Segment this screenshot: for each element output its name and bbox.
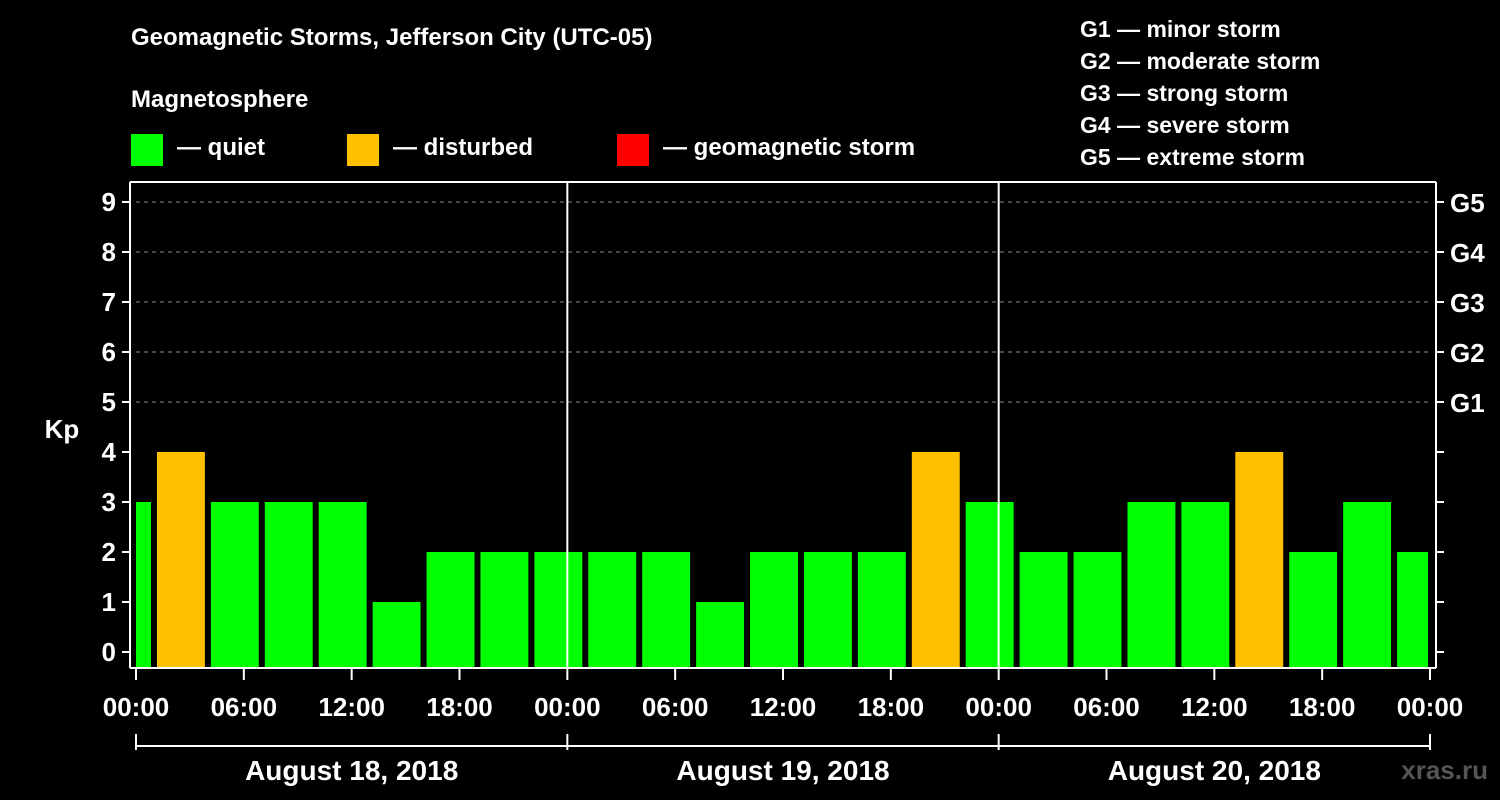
x-tick-label: 18:00 [1289, 692, 1356, 722]
kp-bar [642, 552, 691, 668]
y-tick-label: 5 [102, 387, 116, 417]
x-tick-label: 00:00 [534, 692, 601, 722]
y-tick-label: 2 [102, 537, 116, 567]
kp-bar [911, 452, 960, 668]
y-tick-label: 8 [102, 237, 116, 267]
y-tick-label: 4 [102, 437, 117, 467]
g-scale-label: G1 [1450, 388, 1485, 418]
y-tick-label: 1 [102, 587, 116, 617]
x-tick-label: 00:00 [1397, 692, 1464, 722]
kp-bar [857, 552, 906, 668]
kp-bar [1289, 552, 1338, 668]
y-axis-label: Kp [45, 414, 80, 444]
storm-scale-g2: G2 — moderate storm [1080, 48, 1321, 74]
x-tick-label: 06:00 [1073, 692, 1140, 722]
kp-bar [1073, 552, 1122, 668]
g-scale-label: G2 [1450, 338, 1485, 368]
x-tick-label: 00:00 [103, 692, 170, 722]
x-tick-label: 06:00 [211, 692, 278, 722]
x-tick-label: 18:00 [858, 692, 925, 722]
chart-title: Geomagnetic Storms, Jefferson City (UTC-… [131, 24, 653, 51]
legend-label-quiet: — quiet [177, 134, 265, 161]
kp-bar [750, 552, 798, 668]
day-label: August 19, 2018 [676, 755, 889, 786]
kp-bar [534, 552, 583, 668]
g-scale-label: G4 [1450, 238, 1485, 268]
kp-bar [156, 452, 205, 668]
kp-bar [965, 502, 1014, 668]
x-tick-label: 12:00 [1181, 692, 1248, 722]
kp-bar [264, 502, 313, 668]
x-tick-label: 06:00 [642, 692, 709, 722]
legend-label-storm: — geomagnetic storm [663, 134, 916, 161]
watermark: xras.ru [1401, 755, 1488, 785]
x-tick-label: 12:00 [750, 692, 817, 722]
storm-scale-g5: G5 — extreme storm [1080, 144, 1305, 170]
kp-bar [696, 602, 745, 668]
legend-label-disturbed: — disturbed [393, 134, 534, 161]
y-tick-label: 3 [102, 487, 116, 517]
kp-bar [318, 502, 367, 668]
legend-swatch-disturbed [347, 134, 379, 166]
g-scale-label: G3 [1450, 288, 1485, 318]
kp-bar [426, 552, 475, 668]
legend-swatch-storm [617, 134, 649, 166]
storm-scale-g1: G1 — minor storm [1080, 16, 1281, 42]
storm-scale-g3: G3 — strong storm [1080, 80, 1289, 106]
kp-bar [1019, 552, 1068, 668]
kp-bar [1235, 452, 1284, 668]
g-scale-label: G5 [1450, 188, 1485, 218]
legend-swatch-quiet [131, 134, 163, 166]
kp-bar [1181, 502, 1230, 668]
y-tick-label: 9 [102, 187, 116, 217]
kp-bar [1397, 552, 1428, 668]
kp-bar [1127, 502, 1176, 668]
chart-subtitle: Magnetosphere [131, 86, 309, 113]
x-tick-label: 18:00 [426, 692, 493, 722]
kp-bar [136, 502, 151, 668]
y-tick-label: 7 [102, 287, 116, 317]
kp-bar [588, 552, 637, 668]
kp-bar [803, 552, 852, 668]
x-tick-label: 12:00 [318, 692, 385, 722]
day-label: August 20, 2018 [1108, 755, 1321, 786]
kp-bar [210, 502, 259, 668]
y-tick-label: 0 [102, 637, 116, 667]
kp-bar [1343, 502, 1392, 668]
storm-scale-g4: G4 — severe storm [1080, 112, 1290, 138]
x-tick-label: 00:00 [965, 692, 1032, 722]
kp-bar [372, 602, 421, 668]
y-tick-label: 6 [102, 337, 116, 367]
day-label: August 18, 2018 [245, 755, 458, 786]
kp-bar [480, 552, 529, 668]
